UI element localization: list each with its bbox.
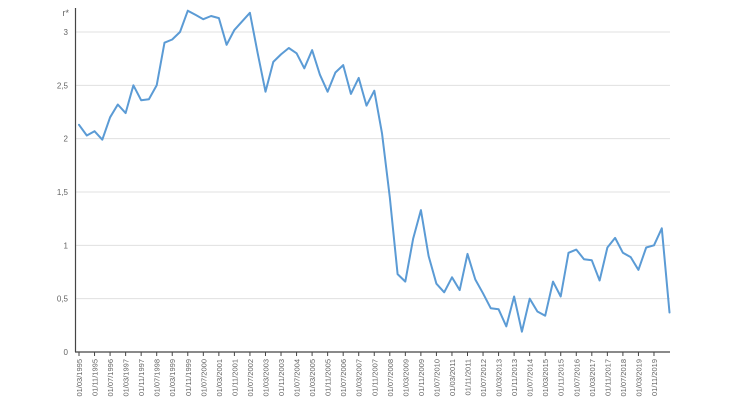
x-tick-label: 01/11/1999 [184,359,193,396]
x-tick-label: 01/11/1997 [137,359,146,396]
x-tick-label: 01/11/2013 [510,359,519,396]
x-tick-label: 01/07/2006 [339,359,348,397]
x-tick-label: 01/11/2003 [277,359,286,396]
y-axis-title: r* [63,8,70,18]
y-tick-label: 3 [64,28,69,37]
x-tick-label: 01/03/2017 [588,359,597,397]
x-tick-label: 01/03/2015 [541,359,550,397]
x-tick-label: 01/03/2003 [261,359,270,397]
x-tick-label: 01/07/2002 [246,359,255,397]
x-tick-label: 01/07/2008 [386,359,395,397]
y-tick-label: 0,5 [57,295,69,304]
x-tick-label: 01/07/2000 [199,359,208,397]
x-tick-label: 01/03/2019 [634,359,643,397]
x-tick-label: 01/07/1998 [153,359,162,397]
y-tick-label: 0 [64,348,69,357]
x-tick-label: 01/11/2007 [370,359,379,396]
x-tick-label: 01/07/2010 [432,359,441,397]
x-tick-label: 01/03/2007 [355,359,364,397]
x-tick-label: 01/03/2009 [401,359,410,397]
x-tick-label: 01/11/2009 [417,359,426,396]
x-tick-label: 01/07/2014 [526,359,535,397]
x-tick-label: 01/07/2012 [479,359,488,397]
x-tick-label: 01/03/2005 [308,359,317,397]
x-tick-label: 01/11/2019 [650,359,659,396]
x-tick-label: 01/03/1995 [75,359,84,397]
r-star-series-line [78,9,671,333]
x-tick-label: 01/11/2001 [230,359,239,396]
x-tick-label: 01/03/1997 [122,359,131,397]
y-tick-label: 1,5 [57,188,69,197]
x-tick-label: 01/07/1996 [106,359,115,397]
y-tick-label: 1 [64,241,69,250]
x-tick-label: 01/07/2004 [293,359,302,397]
y-tick-label: 2,5 [57,81,69,90]
x-tick-label: 01/11/2005 [324,359,333,396]
x-tick-label: 01/11/2015 [557,359,566,396]
x-tick-label: 01/11/2017 [603,359,612,396]
x-tick-label: 01/03/2001 [215,359,224,397]
y-tick-label: 2 [64,135,69,144]
x-tick-label: 01/07/2018 [619,359,628,397]
x-tick-label: 01/07/2016 [572,359,581,397]
x-tick-label: 01/11/2011 [464,359,473,395]
x-tick-label: 01/03/2013 [495,359,504,397]
x-tick-label: 01/03/1999 [168,359,177,397]
x-tick-label: 01/11/1995 [91,359,100,396]
x-tick-label: 01/03/2011 [448,359,457,396]
